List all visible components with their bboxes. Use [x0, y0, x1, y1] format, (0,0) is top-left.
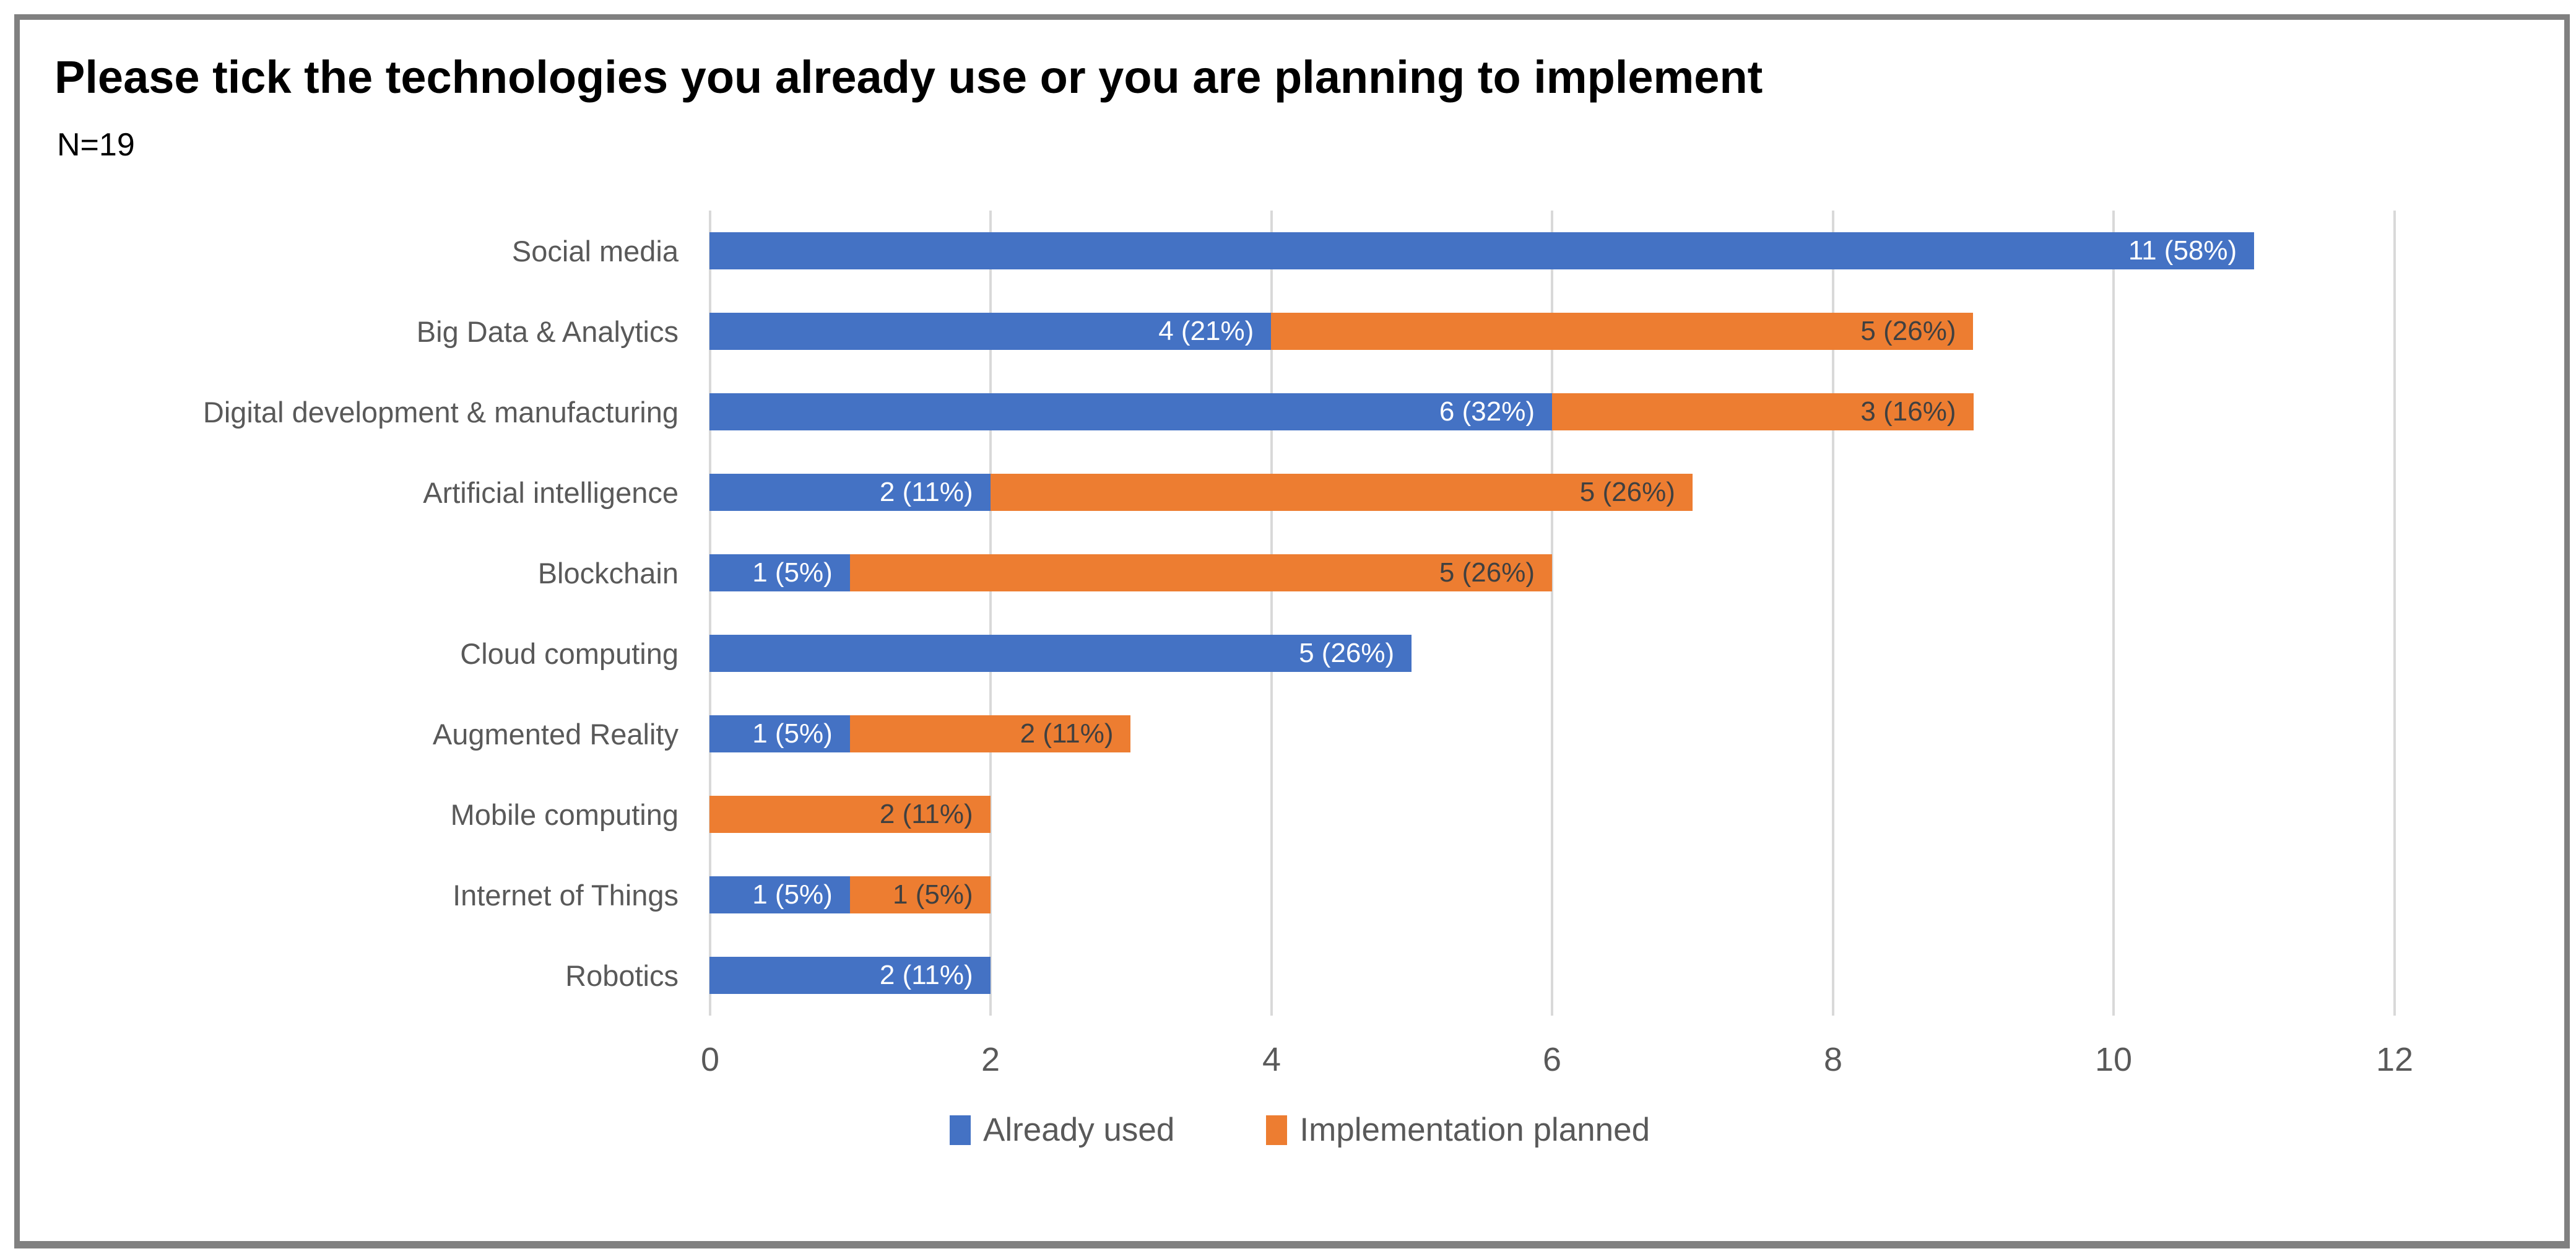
bar-row: 11 (58%) [709, 211, 2396, 291]
category-axis: Social media Big Data & Analytics Digita… [20, 211, 679, 1016]
legend-swatch-blue-icon [950, 1115, 971, 1145]
category-label: Internet of Things [453, 878, 679, 912]
legend-label: Implementation planned [1299, 1112, 1650, 1148]
legend-item-implementation-planned: Implementation planned [1266, 1111, 1650, 1149]
gridline [2393, 211, 2396, 1016]
data-label: 2 (11%) [879, 477, 973, 507]
bar-segment-already-used: 11 (58%) [709, 232, 2255, 269]
category-label: Mobile computing [450, 798, 679, 831]
bar-segment-already-used: 2 (11%) [709, 957, 991, 994]
bar-segment-implementation-planned: 2 (11%) [709, 796, 991, 833]
bar-segment-implementation-planned: 2 (11%) [849, 715, 1131, 752]
bar-segment-already-used: 4 (21%) [709, 313, 1272, 350]
gridline [1270, 211, 1273, 1016]
category-label: Social media [511, 234, 679, 268]
x-tick-label: 2 [981, 1041, 1000, 1078]
bar-row: 2 (11%) 5 (26%) [709, 452, 2396, 533]
data-label: 2 (11%) [879, 799, 973, 829]
gridline [1832, 211, 1834, 1016]
category-label: Digital development & manufacturing [202, 395, 679, 429]
chart-title: Please tick the technologies you already… [54, 51, 1763, 103]
x-tick-label: 10 [2094, 1041, 2133, 1078]
x-tick-label: 12 [2375, 1041, 2414, 1078]
data-label: 5 (26%) [1860, 316, 1956, 346]
bar-row: 2 (11%) [709, 935, 2396, 1016]
bar-segment-implementation-planned: 5 (26%) [990, 474, 1693, 511]
gridline [1551, 211, 1553, 1016]
data-label: 5 (26%) [1439, 557, 1535, 588]
category-label: Big Data & Analytics [416, 315, 679, 348]
category-label: Robotics [565, 959, 679, 992]
x-tick-label: 4 [1262, 1041, 1281, 1078]
bar-row: 6 (32%) 3 (16%) [709, 372, 2396, 452]
bar-segment-already-used: 1 (5%) [709, 715, 850, 752]
data-label: 1 (5%) [893, 879, 973, 910]
bar-segment-implementation-planned: 5 (26%) [849, 554, 1552, 591]
data-label: 2 (11%) [1020, 718, 1114, 749]
category-label: Artificial intelligence [423, 476, 679, 509]
plot-area: 11 (58%) 4 (21%) 5 (26%) 6 (32%) 3 (16%)… [709, 211, 2396, 1016]
bar-segment-already-used: 1 (5%) [709, 554, 850, 591]
category-label: Augmented Reality [432, 717, 679, 751]
gridline [709, 211, 711, 1016]
data-label: 1 (5%) [752, 557, 833, 588]
bar-row: 1 (5%) 2 (11%) [709, 694, 2396, 774]
bar-row: 5 (26%) [709, 613, 2396, 694]
bar-segment-implementation-planned: 1 (5%) [849, 876, 991, 913]
data-label: 6 (32%) [1439, 396, 1535, 427]
x-tick-label: 8 [1823, 1041, 1843, 1078]
chart-frame: Please tick the technologies you already… [14, 14, 2570, 1248]
sample-size-label: N=19 [57, 127, 135, 163]
x-axis: 0 2 4 6 8 10 12 [701, 1040, 2413, 1090]
data-label: 5 (26%) [1299, 638, 1395, 668]
data-label: 3 (16%) [1860, 396, 1956, 427]
x-tick-label: 0 [700, 1041, 720, 1078]
gridline [2112, 211, 2115, 1016]
legend-label: Already used [983, 1112, 1175, 1148]
data-label: 5 (26%) [1579, 477, 1675, 507]
bar-row: 1 (5%) 5 (26%) [709, 533, 2396, 613]
x-tick-label: 6 [1542, 1041, 1562, 1078]
data-label: 11 (58%) [2128, 235, 2237, 266]
data-label: 1 (5%) [752, 879, 833, 910]
category-label: Cloud computing [460, 637, 679, 670]
gridline [989, 211, 992, 1016]
bar-row: 2 (11%) [709, 774, 2396, 855]
bar-segment-already-used: 2 (11%) [709, 474, 991, 511]
bar-segment-implementation-planned: 3 (16%) [1552, 393, 1974, 430]
bar-segment-already-used: 5 (26%) [709, 635, 1412, 672]
bar-row: 1 (5%) 1 (5%) [709, 855, 2396, 935]
data-label: 4 (21%) [1158, 316, 1254, 346]
bar-segment-already-used: 1 (5%) [709, 876, 850, 913]
data-label: 1 (5%) [752, 718, 833, 749]
legend: Already used Implementation planned [950, 1111, 1650, 1149]
bar-segment-implementation-planned: 5 (26%) [1271, 313, 1974, 350]
bar-segment-already-used: 6 (32%) [709, 393, 1552, 430]
legend-item-already-used: Already used [950, 1111, 1174, 1149]
legend-swatch-orange-icon [1266, 1115, 1288, 1145]
data-label: 2 (11%) [879, 960, 973, 990]
category-label: Blockchain [537, 556, 679, 590]
bar-row: 4 (21%) 5 (26%) [709, 291, 2396, 372]
